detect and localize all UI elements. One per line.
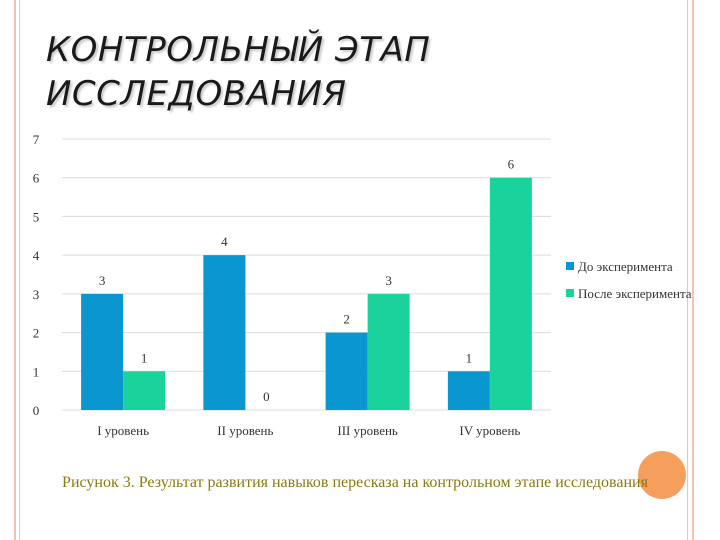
- figure-caption: Рисунок 3. Результат развития навыков пе…: [62, 474, 648, 491]
- bar: [81, 293, 124, 410]
- frame-line-right-inner: [687, 0, 688, 540]
- data-label: 4: [221, 234, 228, 249]
- bar: [325, 332, 368, 410]
- y-tick-label: 1: [33, 364, 40, 379]
- frame-line-left-outer: [14, 0, 16, 540]
- legend-swatch: [566, 262, 574, 270]
- y-tick-label: 4: [33, 248, 40, 263]
- y-tick-label: 5: [33, 209, 40, 224]
- slide-title: КОНТРОЛЬНЫЙ ЭТАП ИССЛЕДОВАНИЯ: [46, 28, 646, 116]
- data-label: 0: [263, 389, 270, 404]
- y-tick-label: 3: [33, 287, 40, 302]
- x-tick-label: I уровень: [97, 423, 149, 438]
- bar: [367, 293, 410, 410]
- decorative-circle: [638, 451, 686, 499]
- legend-label: После эксперимента: [578, 286, 692, 301]
- x-tick-label: III уровень: [337, 423, 398, 438]
- slide-title-line-2: ИССЛЕДОВАНИЯ: [46, 74, 347, 114]
- legend-swatch: [566, 289, 574, 297]
- data-label: 1: [141, 350, 148, 365]
- bar: [203, 255, 246, 410]
- bar: [123, 371, 166, 410]
- y-tick-label: 2: [33, 326, 40, 341]
- x-tick-label: IV уровень: [459, 423, 520, 438]
- data-label: 3: [99, 273, 106, 288]
- y-tick-label: 7: [33, 132, 40, 147]
- data-label: 1: [466, 350, 473, 365]
- legend-label: До эксперимента: [578, 259, 673, 274]
- bar: [447, 371, 490, 410]
- slide-title-line-1: КОНТРОЛЬНЫЙ ЭТАП: [46, 30, 431, 70]
- y-tick-label: 6: [33, 171, 40, 186]
- bar: [489, 177, 532, 410]
- bar-chart: 0 1 2 3 4 5 6 7 3 1 I уровень 4 0 II уровень 2 3 III уро…: [33, 132, 692, 438]
- data-label: 3: [385, 273, 392, 288]
- data-label: 6: [508, 157, 515, 172]
- x-tick-label: II уровень: [217, 423, 273, 438]
- y-tick-label: 0: [33, 403, 40, 418]
- frame-line-left-inner: [19, 0, 20, 540]
- data-label: 2: [343, 312, 350, 327]
- frame-line-right-outer: [692, 0, 694, 540]
